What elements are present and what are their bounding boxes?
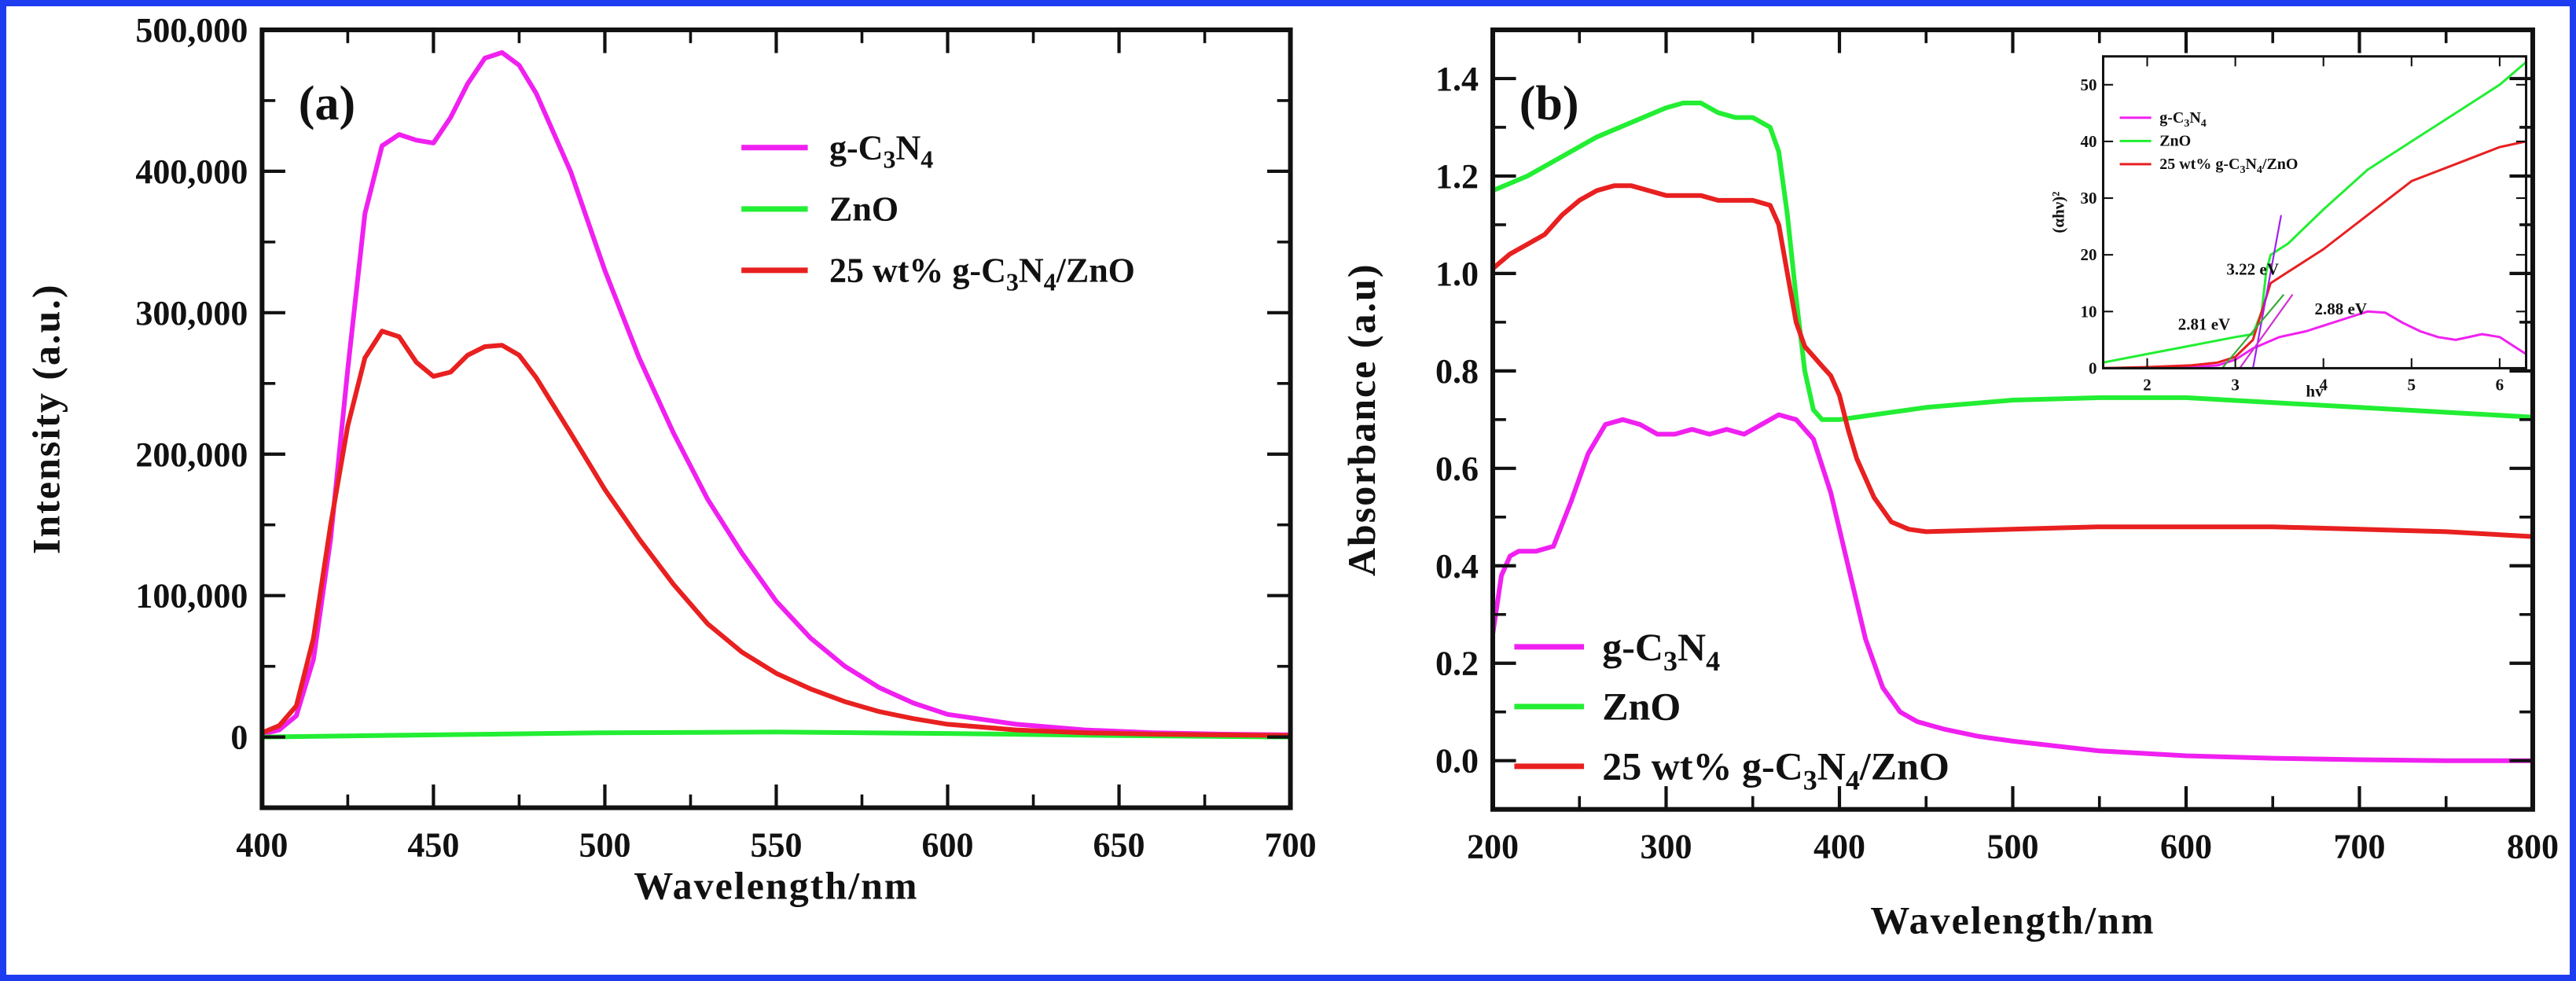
inset-legend-label: g-C3N4 <box>2159 109 2207 130</box>
x-tick-label: 700 <box>1265 826 1317 865</box>
legend-label: ZnO <box>829 190 898 229</box>
x-tick-label: 4 <box>2319 375 2328 394</box>
x-tick-label: 600 <box>2160 828 2212 866</box>
y-tick-label: 40 <box>2080 132 2096 151</box>
series-line-g-c3n4 <box>2103 310 2526 369</box>
y-tick-label: 0.0 <box>1435 742 1479 781</box>
y-tick-label: 1.2 <box>1435 157 1479 196</box>
y-tick-label: 50 <box>2080 75 2096 94</box>
x-tick-label: 400 <box>236 826 288 865</box>
tangent-line-2 <box>2239 294 2294 369</box>
legend-label: 25 wt% g-C3N4/ZnO <box>829 252 1135 296</box>
y-tick-label: 0 <box>230 718 248 757</box>
x-tick-label: 200 <box>1467 828 1519 866</box>
legend-label: 25 wt% g-C3N4/ZnO <box>1602 744 1949 796</box>
y-tick-label: 500,000 <box>135 11 248 50</box>
bandgap-annotation: 2.81 eV <box>2178 314 2231 333</box>
x-axis-label: hv <box>2306 381 2324 400</box>
chart-a: 400 450 500 550 600 650 700 0 100,000 200,000 300,… <box>24 11 1316 908</box>
x-tick-label: 450 <box>407 826 459 865</box>
series-line-25-wt-g-c3n4-zno <box>2103 140 2526 369</box>
x-tick-label: 300 <box>1640 828 1692 866</box>
y-axis-label: Absorbance (a.u) <box>1339 263 1384 576</box>
x-axis-label: Wavelength/nm <box>1870 898 2155 942</box>
y-tick-label: 300,000 <box>135 294 248 333</box>
y-axis-label: Intensity (a.u.) <box>24 284 68 555</box>
tangent-line-1 <box>2221 293 2285 369</box>
x-tick-label: 700 <box>2333 828 2385 866</box>
y-tick-label: 400,000 <box>135 152 248 191</box>
series-line-zno <box>1493 101 2533 422</box>
x-tick-label: 550 <box>750 826 802 865</box>
x-tick-label: 600 <box>922 826 974 865</box>
bandgap-annotation: 3.22 eV <box>2226 259 2279 278</box>
panel-label-a: (a) <box>299 77 355 130</box>
inset-legend-label: ZnO <box>2159 133 2191 150</box>
series-line-zno <box>2103 61 2526 364</box>
inset-legend-label: 25 wt% g-C3N4/ZnO <box>2159 156 2298 176</box>
legend-label: g-C3N4 <box>829 129 933 174</box>
series-line-25-wt-g-c3n4-zno <box>1493 183 2533 539</box>
x-tick-label: 3 <box>2231 375 2240 394</box>
legend-label: g-C3N4 <box>1602 625 1720 677</box>
y-axis-label: (αhν)² <box>2049 192 2067 233</box>
x-axis-label: Wavelength/nm <box>634 864 918 908</box>
x-tick-label: 6 <box>2496 375 2504 394</box>
y-tick-label: 0.8 <box>1435 352 1479 391</box>
series-line-g-c3n4 <box>262 50 1291 737</box>
x-tick-label: 650 <box>1093 826 1145 865</box>
x-tick-label: 2 <box>2143 375 2152 394</box>
y-tick-label: 1.4 <box>1435 60 1479 98</box>
x-tick-label: 500 <box>579 826 630 865</box>
chart-b: 200 300 400 500 600 700 8000.00.20.40.60.81.01… <box>1339 27 2559 942</box>
y-tick-label: 1.0 <box>1435 255 1479 293</box>
y-tick-label: 0 <box>2089 358 2097 377</box>
y-tick-label: 0.4 <box>1435 547 1479 586</box>
legend-label: ZnO <box>1602 685 1681 729</box>
y-tick-label: 0.2 <box>1435 645 1479 683</box>
x-tick-label: 500 <box>1986 828 2038 866</box>
series-line-25-wt-g-c3n4-zno <box>262 329 1291 738</box>
x-tick-label: 5 <box>2408 375 2416 394</box>
bandgap-annotation: 2.88 eV <box>2315 299 2368 318</box>
series-line-g-c3n4 <box>1493 412 2533 763</box>
plot-frame <box>2101 55 2528 369</box>
panel-label-b: (b) <box>1520 77 1579 130</box>
y-tick-label: 30 <box>2080 189 2096 208</box>
y-tick-label: 100,000 <box>135 577 248 615</box>
x-tick-label: 400 <box>1813 828 1865 866</box>
x-tick-label: 800 <box>2507 828 2559 866</box>
y-tick-label: 200,000 <box>135 435 248 474</box>
y-tick-label: 0.6 <box>1435 450 1479 488</box>
chart-inset: 2 3 4 5 6 0 10 20 30 40 50 hv (αhν)² g-C3N4 ZnO 25 wt% … <box>2049 55 2528 400</box>
y-tick-label: 10 <box>2080 302 2096 321</box>
y-tick-label: 20 <box>2080 245 2096 264</box>
